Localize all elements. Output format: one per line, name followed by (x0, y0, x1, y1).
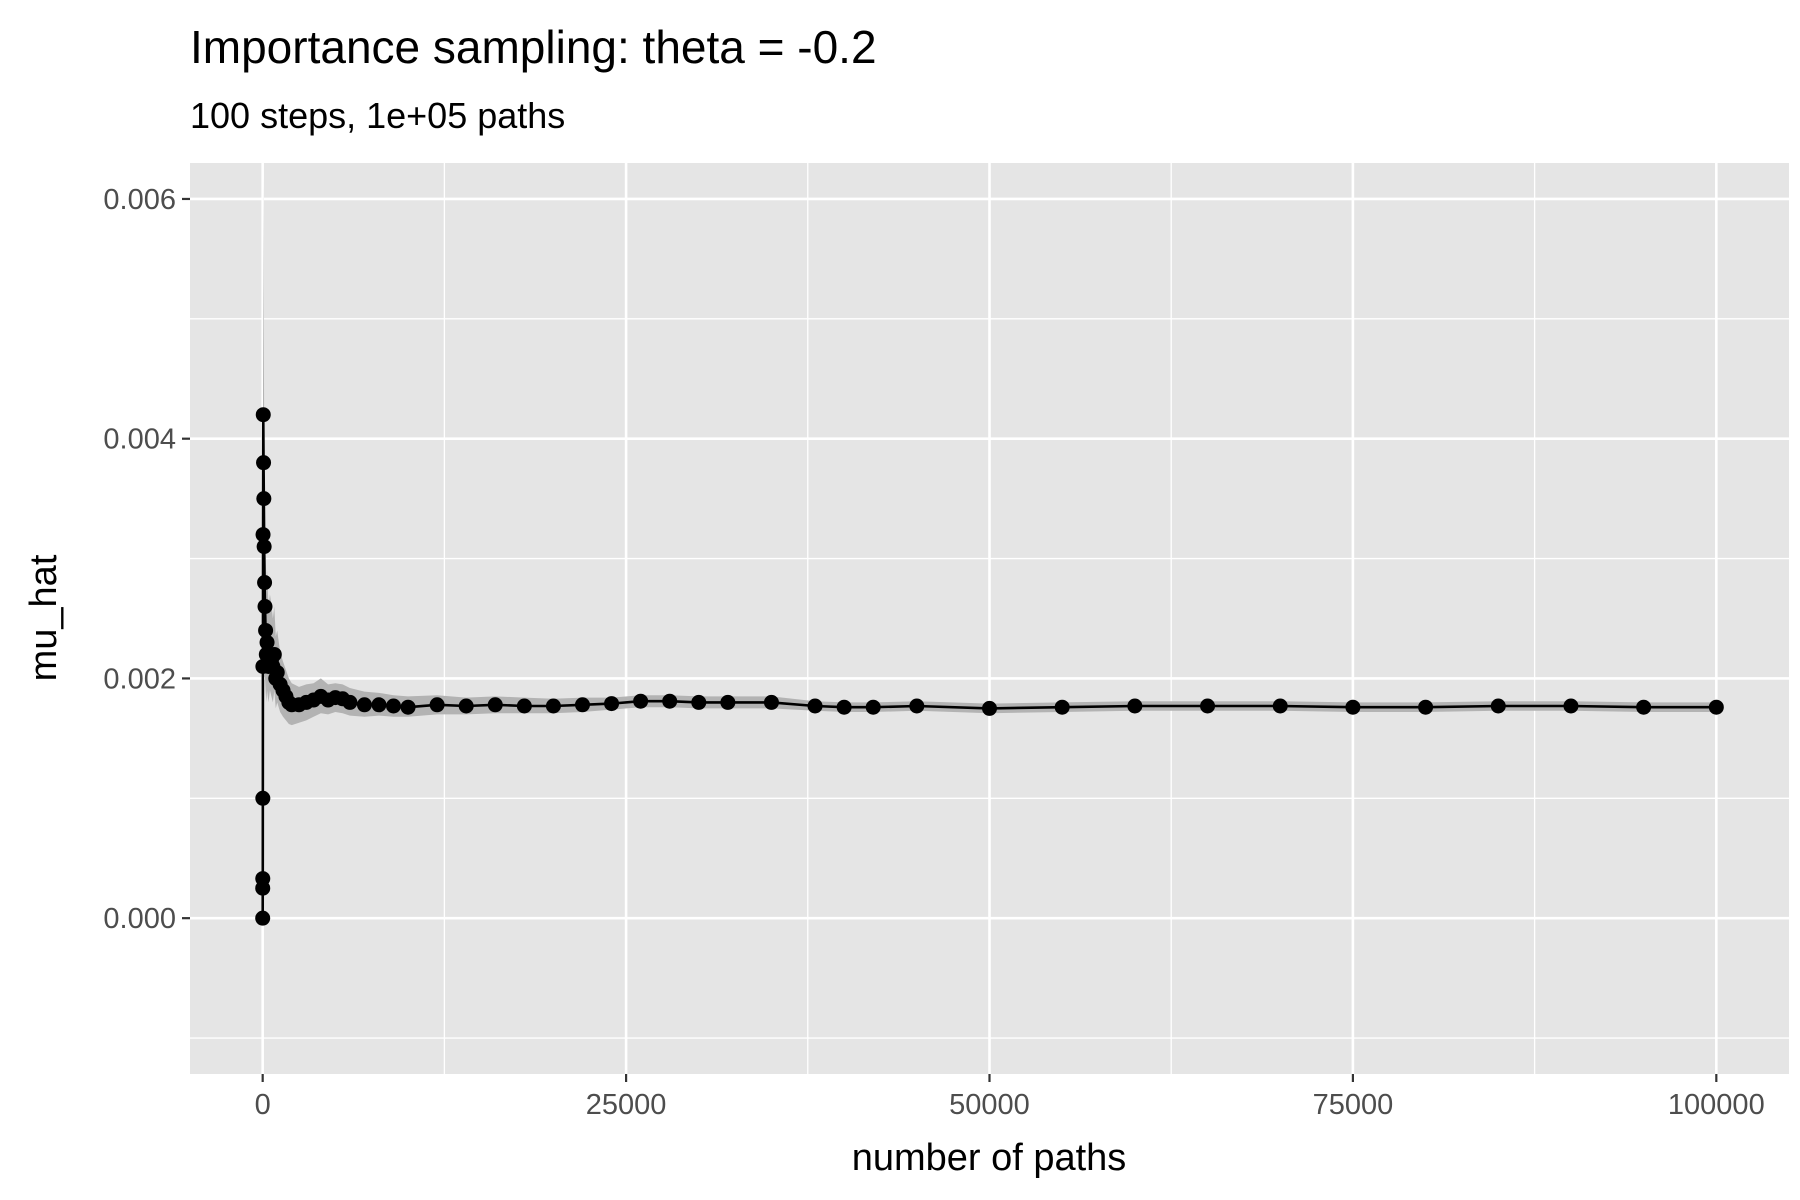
data-point (836, 699, 852, 715)
data-point (691, 694, 707, 710)
data-point (386, 698, 402, 714)
data-point (516, 698, 532, 714)
data-point (487, 697, 503, 713)
mu-hat-points (255, 407, 1724, 926)
data-point (255, 910, 271, 926)
y-tick-label: 0.004 (103, 424, 176, 456)
data-point (662, 693, 678, 709)
x-tick-label: 0 (255, 1089, 271, 1121)
data-point (1708, 699, 1724, 715)
major-gridlines (190, 163, 1789, 1074)
x-axis: 0 25000 50000 75000 100000 (255, 1074, 1765, 1121)
data-point (256, 491, 272, 507)
data-point (356, 697, 372, 713)
data-point (633, 693, 649, 709)
y-tick-label: 0.002 (103, 663, 176, 695)
data-point (255, 407, 271, 423)
x-tick-label: 25000 (586, 1089, 667, 1121)
data-point (1127, 698, 1143, 714)
data-point (604, 696, 620, 712)
data-point (982, 700, 997, 716)
data-point (342, 694, 358, 710)
data-point (371, 697, 387, 713)
x-axis-title: number of paths (852, 1137, 1127, 1179)
data-point (266, 646, 282, 662)
data-point (1054, 699, 1070, 715)
data-point (257, 575, 273, 591)
x-tick-label: 100000 (1668, 1089, 1765, 1121)
data-point (458, 698, 474, 714)
y-tick-label: 0.006 (103, 184, 176, 216)
data-point (257, 599, 273, 615)
data-point (574, 697, 590, 713)
data-point (269, 664, 285, 680)
data-point (1200, 698, 1216, 714)
chart-subtitle: 100 steps, 1e+05 paths (190, 95, 565, 136)
data-point (1272, 698, 1288, 714)
data-point (400, 699, 416, 715)
data-point (545, 698, 561, 714)
data-point (763, 694, 779, 710)
y-tick-label: 0.000 (103, 903, 176, 935)
data-point (256, 539, 272, 555)
data-point (1563, 698, 1579, 714)
data-point (256, 455, 272, 471)
data-point (909, 698, 925, 714)
data-point (865, 699, 881, 715)
data-point (255, 871, 271, 887)
x-tick-label: 50000 (949, 1089, 1030, 1121)
y-axis-title: mu_hat (23, 554, 65, 681)
data-point (255, 790, 271, 806)
data-point (259, 634, 275, 650)
data-point (1345, 699, 1361, 715)
data-point (720, 694, 736, 710)
data-point (1490, 698, 1506, 714)
y-axis: 0.000 0.002 0.004 0.006 (103, 184, 190, 935)
data-point (1418, 699, 1434, 715)
x-tick-label: 75000 (1313, 1089, 1394, 1121)
data-point (1636, 699, 1652, 715)
data-point (258, 622, 274, 638)
data-point (255, 527, 271, 543)
data-point (807, 698, 823, 714)
data-point (429, 697, 445, 713)
chart-title: Importance sampling: theta = -0.2 (190, 21, 877, 73)
